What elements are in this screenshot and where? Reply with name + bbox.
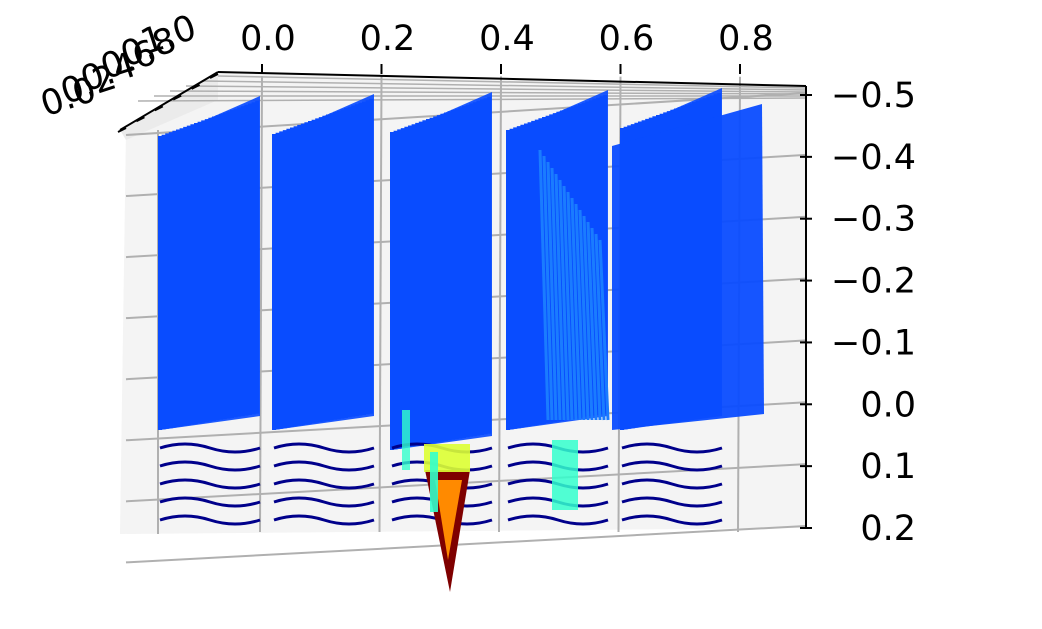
quiver-arrow (558, 179, 570, 421)
z-tick-label: 0.2 (860, 509, 916, 549)
y-tick-label: 1.0 (136, 8, 201, 63)
z-tick-label: 0.0 (860, 385, 916, 425)
quiver-arrow (566, 191, 578, 421)
z-tick-label: −0.5 (831, 76, 916, 116)
x-tick-label: 0.8 (718, 19, 774, 59)
z-tick-label: −0.1 (831, 323, 916, 363)
quiver-arrow (582, 215, 594, 421)
quiver-arrow (586, 221, 598, 421)
x-axis-ticks: 0.0 0.2 0.4 0.6 0.8 (240, 19, 774, 74)
y-tick-mark (172, 94, 182, 101)
z-axis-ticks: −0.5 −0.4 −0.3 −0.2 −0.1 0.0 0.1 0.2 (800, 76, 916, 549)
quiver-arrow (159, 442, 261, 454)
grid-line-y (217, 75, 807, 89)
quiver-arrow (621, 478, 723, 490)
x-axis-line (217, 71, 807, 87)
quiver-arrow (273, 442, 375, 454)
quiver-arrows (158, 88, 764, 592)
quiver-arrow (435, 480, 462, 560)
quiver-arrow (159, 460, 261, 472)
y-tick-mark (117, 127, 127, 133)
grid-line-x (259, 75, 263, 533)
quiver-arrow (621, 460, 723, 472)
z-tick-label: −0.4 (831, 138, 916, 178)
quiver-arrow (612, 104, 764, 430)
quiver-arrow (273, 514, 375, 526)
quiver-arrow (578, 209, 590, 421)
quiver-arrow (574, 203, 586, 421)
quiver-arrow (621, 442, 723, 454)
x-tick-label: 0.6 (599, 19, 655, 59)
left-pane (120, 72, 218, 140)
quiver-arrow (552, 440, 578, 510)
grid-line-y (169, 90, 807, 95)
quiver-arrow (621, 514, 723, 526)
quiver-arrow (562, 185, 574, 421)
x-tick-label: 0.4 (479, 19, 535, 59)
grid-line-y (137, 97, 807, 102)
quiver-arrow (590, 227, 602, 421)
grid-line-y (201, 80, 807, 91)
quiver-arrow (554, 173, 566, 421)
quiver-arrow (159, 496, 261, 508)
quiver-arrow (392, 92, 492, 450)
z-tick-label: 0.1 (860, 447, 916, 487)
quiver-arrow (598, 239, 610, 421)
quiver-arrow (594, 233, 606, 421)
quiver-arrow (273, 496, 375, 508)
x-tick-label: 0.2 (360, 19, 416, 59)
y-tick-mark (135, 116, 145, 123)
quiver-arrow (402, 410, 410, 470)
quiver-arrow (570, 197, 582, 421)
grid-line-z (125, 525, 807, 564)
quiver-arrow (538, 149, 550, 421)
quiver-arrow (621, 496, 723, 508)
quiver-arrow (550, 167, 562, 421)
quiver-arrow (546, 161, 558, 421)
y-tick-mark (154, 105, 164, 112)
y-tick-mark (191, 83, 201, 90)
x-tick-label: 0.0 (240, 19, 296, 59)
quiver-arrow (507, 514, 609, 526)
grid-line-y (185, 85, 807, 93)
quiver-arrow (159, 478, 261, 490)
quiver-arrow (542, 155, 554, 421)
grid-line-x (498, 76, 502, 533)
quiver-arrow (273, 460, 375, 472)
quiver-arrow (159, 514, 261, 526)
quiver-arrow (160, 96, 260, 430)
z-tick-label: −0.2 (831, 262, 916, 302)
quiver-arrow (430, 452, 438, 512)
quiver-arrow (273, 478, 375, 490)
z-tick-label: −0.3 (831, 200, 916, 240)
y-tick-mark (209, 73, 219, 79)
quiver-arrow (274, 94, 374, 430)
